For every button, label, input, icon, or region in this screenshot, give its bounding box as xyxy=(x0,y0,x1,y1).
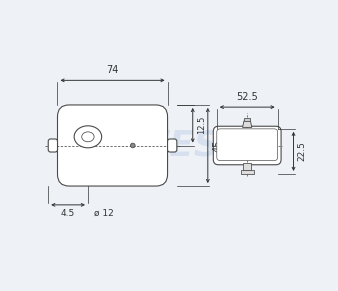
Text: 4.5: 4.5 xyxy=(61,209,75,218)
FancyBboxPatch shape xyxy=(57,105,168,186)
Text: 22.5: 22.5 xyxy=(297,141,307,161)
Polygon shape xyxy=(243,121,252,127)
Text: 45: 45 xyxy=(212,139,222,152)
Text: 12.5: 12.5 xyxy=(197,116,206,134)
Text: ø 12: ø 12 xyxy=(94,208,114,217)
Bar xyxy=(241,170,254,174)
FancyBboxPatch shape xyxy=(48,139,57,152)
Bar xyxy=(243,163,251,170)
FancyBboxPatch shape xyxy=(168,139,177,152)
FancyBboxPatch shape xyxy=(217,129,277,161)
Ellipse shape xyxy=(82,132,94,142)
FancyBboxPatch shape xyxy=(213,126,281,165)
Text: 74: 74 xyxy=(106,65,119,75)
Bar xyxy=(244,118,250,121)
Circle shape xyxy=(130,143,135,148)
Text: 52.5: 52.5 xyxy=(236,93,258,102)
Text: BOWES: BOWES xyxy=(71,129,220,162)
Ellipse shape xyxy=(74,126,102,148)
